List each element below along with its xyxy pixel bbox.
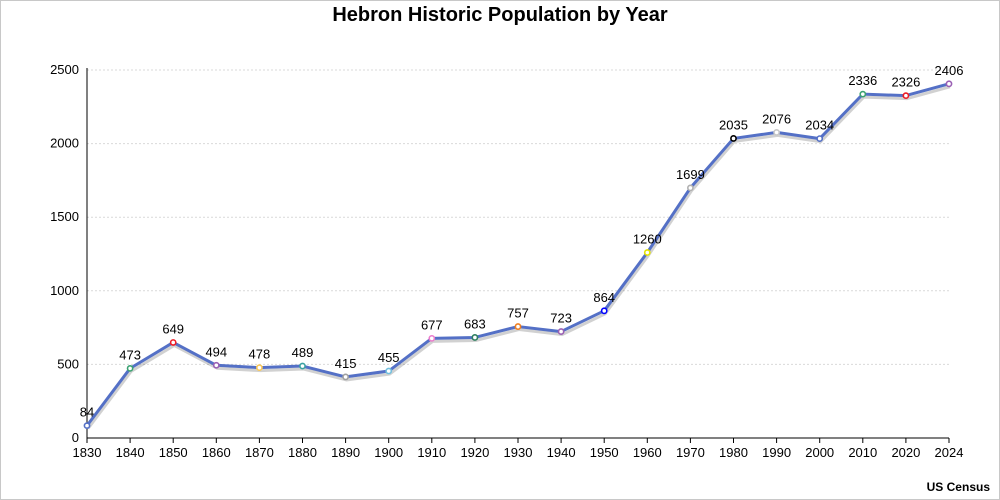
data-point — [126, 364, 134, 372]
data-label: 1699 — [676, 167, 705, 182]
data-point — [514, 323, 522, 330]
data-label: 494 — [205, 344, 227, 359]
data-point — [212, 361, 220, 369]
data-point — [557, 328, 565, 335]
x-tick-label: 1930 — [504, 445, 533, 460]
data-point — [600, 307, 608, 315]
y-tick-label: 1000 — [50, 283, 79, 298]
data-point — [342, 373, 349, 381]
data-label: 2336 — [848, 73, 877, 88]
x-tick-label: 1900 — [374, 445, 403, 460]
source-credit: US Census — [926, 480, 990, 494]
data-label: 478 — [249, 347, 271, 362]
x-tick-label: 1990 — [762, 445, 791, 460]
data-point — [255, 364, 263, 372]
x-tick-label: 1830 — [73, 445, 102, 460]
x-tick-label: 1850 — [159, 445, 188, 460]
data-point — [902, 92, 910, 100]
data-label: 473 — [119, 347, 141, 362]
x-tick-label: 1910 — [417, 445, 446, 460]
data-point — [643, 249, 651, 256]
x-tick-label: 1880 — [288, 445, 317, 460]
y-tick-label: 2000 — [50, 136, 79, 151]
data-point — [471, 334, 479, 341]
data-label: 2406 — [935, 63, 964, 78]
data-label: 2326 — [891, 75, 920, 90]
x-tick-label: 1860 — [202, 445, 231, 460]
data-point — [83, 422, 91, 430]
data-label: 2034 — [805, 118, 834, 133]
data-point — [428, 334, 436, 342]
data-label: 683 — [464, 316, 486, 331]
data-label: 757 — [507, 306, 529, 321]
data-label: 2076 — [762, 111, 791, 126]
data-label: 723 — [550, 311, 572, 326]
data-label: 1260 — [633, 232, 662, 247]
data-point — [730, 135, 737, 142]
data-point — [945, 80, 953, 88]
y-tick-label: 500 — [57, 356, 79, 371]
x-tick-label: 1950 — [590, 445, 619, 460]
data-point — [816, 135, 824, 142]
x-tick-label: 1970 — [676, 445, 705, 460]
data-point — [169, 339, 177, 346]
x-tick-label: 1940 — [547, 445, 576, 460]
data-point — [773, 129, 780, 136]
data-label: 649 — [162, 321, 184, 336]
chart-title: Hebron Historic Population by Year — [332, 4, 668, 26]
data-label: 2035 — [719, 117, 748, 132]
data-point — [299, 362, 306, 370]
x-tick-label: 1890 — [331, 445, 360, 460]
x-tick-label: 2024 — [935, 445, 964, 460]
data-label: 489 — [292, 345, 314, 360]
data-label: 864 — [593, 290, 615, 305]
data-point — [859, 90, 867, 98]
x-tick-label: 1920 — [460, 445, 489, 460]
x-tick-label: 2010 — [848, 445, 877, 460]
data-label: 455 — [378, 350, 400, 365]
y-tick-label: 2500 — [50, 62, 79, 77]
x-tick-label: 1840 — [116, 445, 145, 460]
x-tick-label: 1960 — [633, 445, 662, 460]
y-tick-label: 1500 — [50, 209, 79, 224]
data-label: 84 — [80, 405, 94, 420]
data-label: 677 — [421, 317, 443, 332]
x-tick-label: 1980 — [719, 445, 748, 460]
data-point — [687, 184, 694, 192]
y-tick-label: 0 — [72, 430, 79, 445]
data-label: 415 — [335, 356, 357, 371]
data-point — [385, 367, 393, 375]
x-tick-label: 1870 — [245, 445, 274, 460]
x-tick-label: 2020 — [891, 445, 920, 460]
x-tick-label: 2000 — [805, 445, 834, 460]
series-line — [85, 82, 950, 427]
